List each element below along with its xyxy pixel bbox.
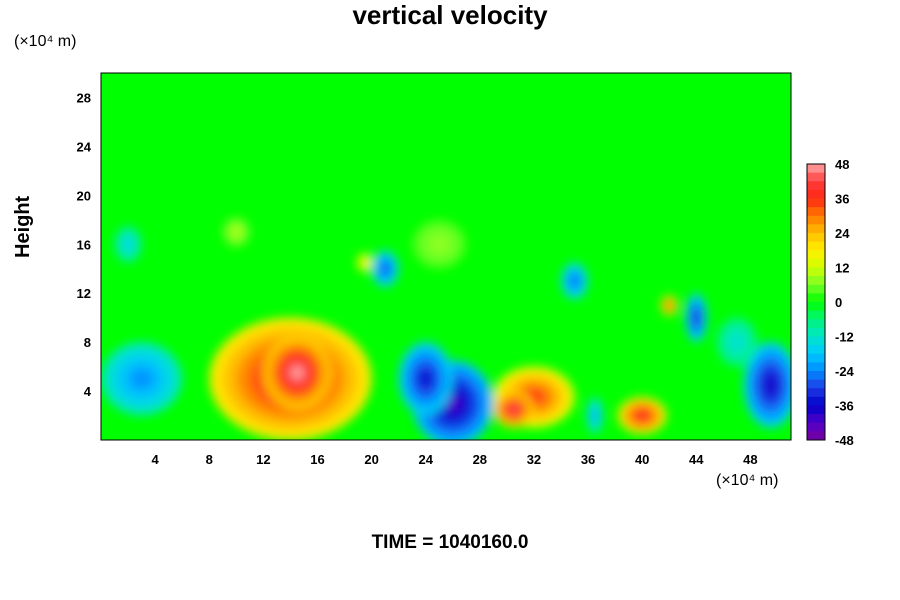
y-tick-label: 4 [84, 384, 92, 399]
colorbar-band [807, 215, 825, 225]
x-tick-label: 4 [152, 452, 160, 467]
x-tick-label: 48 [743, 452, 757, 467]
colorbar-tick-label: -48 [835, 433, 854, 448]
contour-region [134, 372, 149, 385]
colorbar-frame [806, 163, 826, 441]
colorbar-band [807, 327, 825, 337]
x-tick-label: 32 [527, 452, 541, 467]
contour-region [291, 366, 303, 379]
plot-frame [100, 72, 792, 441]
colorbar-band [807, 241, 825, 251]
colorbar-tick-label: 36 [835, 192, 849, 207]
plot-area [100, 72, 792, 441]
colorbar-band [807, 345, 825, 355]
colorbar-band [807, 414, 825, 424]
y-tick-label: 24 [77, 139, 92, 154]
contour-region [593, 412, 597, 419]
colorbar-band [807, 198, 825, 208]
colorbar-band [807, 396, 825, 406]
y-axis-unit-label: (×10⁴ m) [14, 33, 77, 50]
colorbar-band [807, 431, 825, 441]
contour-region [694, 313, 699, 322]
y-tick-label: 20 [77, 188, 91, 203]
colorbar-tick-label: 48 [835, 157, 849, 172]
colorbar-band [807, 172, 825, 182]
time-label: TIME = 1040160.0 [371, 532, 529, 553]
colorbar-band [807, 293, 825, 303]
colorbar-tick-label: -12 [835, 330, 854, 345]
x-tick-label: 8 [206, 452, 213, 467]
colorbar [806, 163, 826, 441]
colorbar-band [807, 233, 825, 243]
colorbar-band [807, 189, 825, 199]
contour-region [733, 338, 741, 347]
contour-region [421, 372, 431, 385]
x-tick-label: 16 [310, 452, 324, 467]
y-tick-label: 16 [77, 237, 91, 252]
colorbar-band [807, 224, 825, 234]
colorbar-band [807, 302, 825, 312]
x-tick-label: 44 [689, 452, 704, 467]
colorbar-band [807, 276, 825, 286]
x-tick-label: 40 [635, 452, 649, 467]
colorbar-band [807, 371, 825, 381]
contour-region [667, 303, 671, 308]
colorbar-tick-label: -24 [835, 364, 855, 379]
contour-region [234, 229, 239, 235]
contour-region [572, 277, 577, 285]
colorbar-band [807, 181, 825, 191]
colorbar-band [807, 164, 825, 174]
colorbar-band [807, 310, 825, 320]
colorbar-ticks: 48 36 24 12 0 -12 -24 -36 -48 [835, 157, 855, 448]
colorbar-tick-label: 24 [835, 226, 850, 241]
x-tick-label: 20 [364, 452, 378, 467]
colorbar-band [807, 267, 825, 277]
colorbar-band [807, 353, 825, 363]
colorbar-tick-label: 0 [835, 295, 842, 310]
x-tick-label: 12 [256, 452, 270, 467]
y-tick-label: 28 [77, 90, 91, 105]
colorbar-band [807, 379, 825, 389]
y-tick-label: 12 [77, 286, 91, 301]
colorbar-band [807, 250, 825, 260]
contour-region [446, 396, 460, 411]
contour-region [766, 377, 776, 393]
contour-region [434, 240, 444, 249]
x-axis-ticks: 4 8 12 16 20 24 28 32 36 40 44 48 [152, 452, 758, 467]
colorbar-tick-label: -36 [835, 399, 854, 414]
y-axis-ticks: 4 8 12 16 20 24 28 [77, 90, 92, 399]
colorbar-band [807, 405, 825, 415]
colorbar-band [807, 207, 825, 217]
x-tick-label: 24 [418, 452, 433, 467]
colorbar-tick-label: 12 [835, 261, 849, 276]
contour-region [363, 260, 367, 265]
x-tick-label: 36 [581, 452, 595, 467]
chart-title: vertical velocity [352, 0, 548, 30]
x-axis-unit-label: (×10⁴ m) [716, 472, 779, 489]
x-tick-label: 28 [473, 452, 487, 467]
colorbar-band [807, 388, 825, 398]
colorbar-band [807, 362, 825, 372]
contour-region [510, 406, 518, 413]
colorbar-band [807, 258, 825, 268]
contour-region [382, 265, 388, 272]
contour-region [125, 241, 131, 248]
colorbar-band [807, 336, 825, 346]
y-tick-label: 8 [84, 335, 91, 350]
contour-region [638, 412, 647, 419]
colorbar-band [807, 284, 825, 294]
colorbar-band [807, 319, 825, 329]
colorbar-band [807, 422, 825, 432]
